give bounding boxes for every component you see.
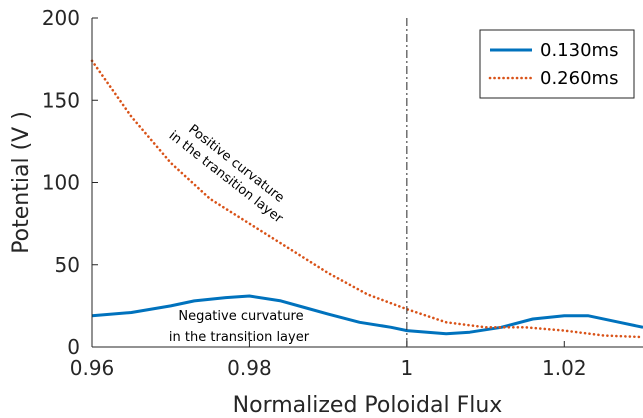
x-tick-label-096: 0.96 <box>70 356 115 380</box>
y-axis-label: Potential (V ) <box>9 111 34 254</box>
y-tick-label-200: 200 <box>42 6 80 30</box>
legend-box <box>479 29 635 99</box>
series-line-0130ms <box>91 294 643 336</box>
tick-layer: 0.96 0.98 1 1.02 0 50 100 150 200 <box>42 6 587 380</box>
x-tick-label-102: 1.02 <box>542 356 587 380</box>
y-tick-label-100: 100 <box>42 171 80 195</box>
annotation-negative-line-1: Negative curvature <box>178 309 303 324</box>
x-tick-label-1: 1 <box>400 356 413 380</box>
annotation-negative-curvature: Negative curvature in the transition lay… <box>169 309 310 345</box>
x-axis-label: Normalized Poloidal Flux <box>233 393 503 418</box>
legend-label-0260ms: 0.260ms <box>540 68 618 89</box>
annotation-negative-line-2: in the transition layer <box>169 330 310 345</box>
y-tick-label-50: 50 <box>55 253 80 277</box>
series-layer <box>90 59 643 339</box>
x-tick-label-098: 0.98 <box>227 356 272 380</box>
y-tick-label-0: 0 <box>67 335 80 359</box>
legend-label-0130ms: 0.130ms <box>540 40 618 61</box>
legend: 0.130ms 0.260ms <box>479 29 635 99</box>
y-tick-label-150: 150 <box>42 88 80 112</box>
